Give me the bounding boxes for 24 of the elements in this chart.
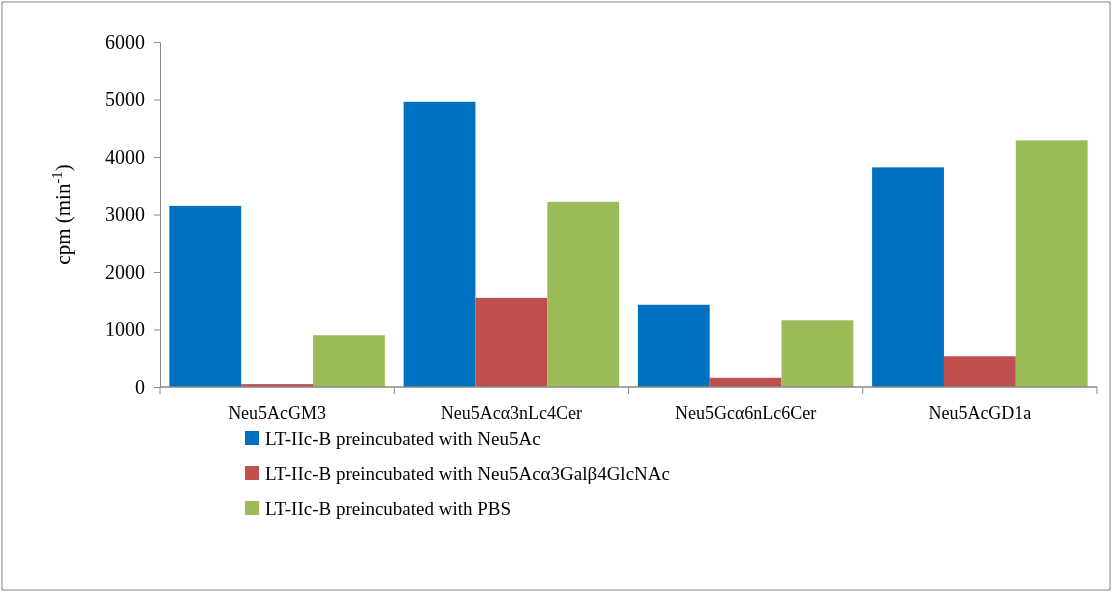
x-tick-label: Neu5Acα3nLc4Cer bbox=[440, 403, 583, 423]
legend-label: LT-IIc-B preincubated with Neu5Ac bbox=[265, 428, 541, 449]
bar bbox=[403, 101, 476, 387]
bar bbox=[313, 335, 385, 387]
y-tick-label: 3000 bbox=[105, 203, 145, 226]
y-tick-label: 1000 bbox=[105, 318, 145, 341]
bar bbox=[872, 167, 944, 387]
x-tick-label: Neu5Gcα6nLc6Cer bbox=[674, 403, 817, 423]
legend-label: LT-IIc-B preincubated with Neu5Acα3Galβ4GlcNAc bbox=[265, 463, 670, 484]
bar bbox=[169, 205, 242, 387]
x-tick-label: Neu5AcGD1a bbox=[928, 403, 1032, 423]
y-tick-label: 2000 bbox=[105, 260, 145, 283]
bar bbox=[475, 297, 548, 387]
bar bbox=[781, 320, 854, 387]
bar bbox=[637, 304, 710, 387]
bar bbox=[1015, 140, 1088, 387]
x-tick-label: Neu5AcGM3 bbox=[228, 403, 327, 423]
y-tick-label: 5000 bbox=[105, 88, 145, 111]
y-tick-label: 4000 bbox=[105, 145, 145, 168]
bar bbox=[943, 356, 1016, 387]
y-tick-label: 6000 bbox=[105, 30, 145, 53]
legend-label: LT-IIc-B preincubated with PBS bbox=[265, 498, 512, 519]
bar bbox=[547, 201, 620, 387]
y-tick-label: 0 bbox=[135, 375, 145, 398]
